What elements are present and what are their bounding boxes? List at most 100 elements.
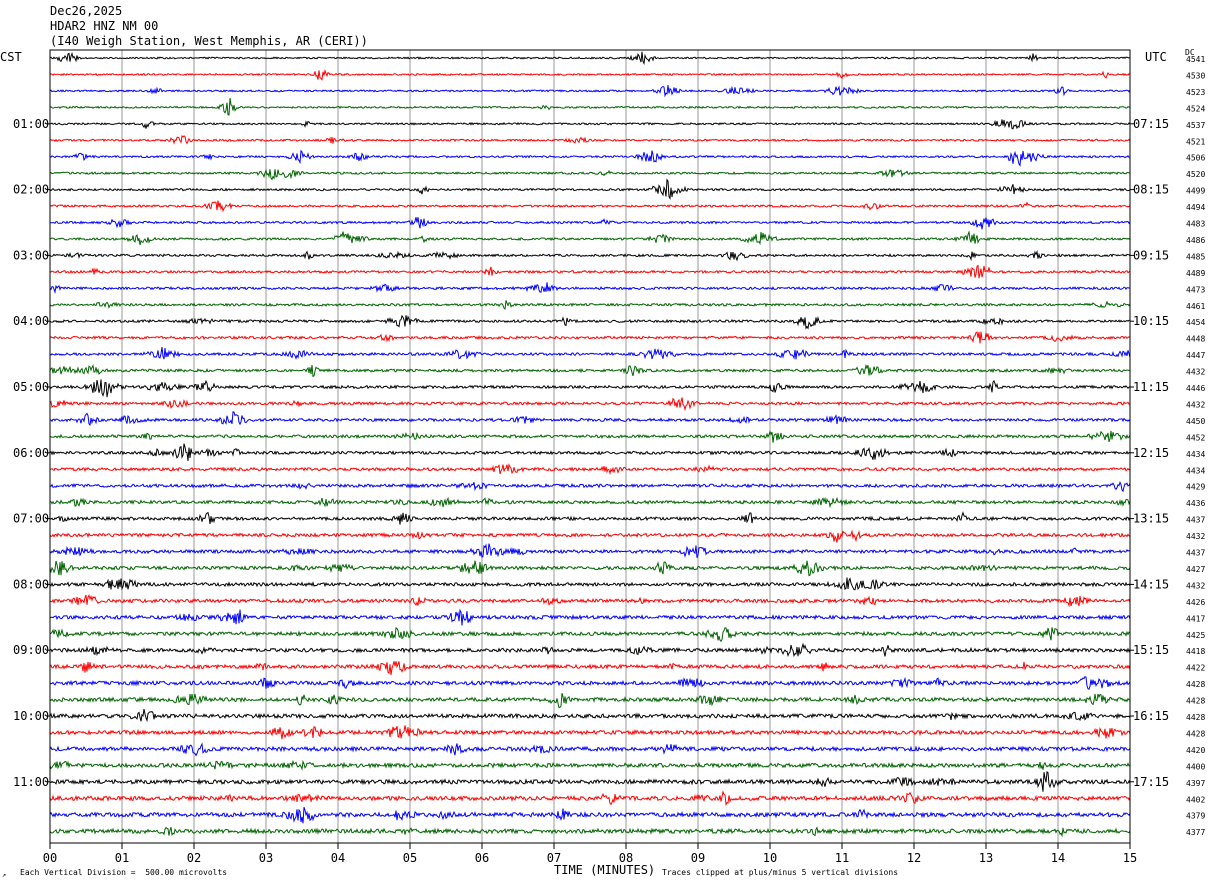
dc-offset-value: 4429 [1186, 483, 1205, 492]
seismic-trace [49, 627, 1131, 643]
seismic-trace [49, 826, 1131, 838]
clip-note: Traces clipped at plus/minus 5 vertical … [662, 868, 899, 877]
seismic-trace [49, 135, 1131, 145]
dc-offset-value: 4473 [1186, 285, 1205, 294]
x-tick-label: 06 [475, 851, 489, 865]
seismic-trace [49, 742, 1131, 757]
x-tick-label: 15 [1123, 851, 1137, 865]
dc-offset-value: 4521 [1186, 137, 1205, 146]
station-code: HDAR2 HNZ NM 00 [50, 19, 159, 33]
seismic-trace [49, 529, 1131, 543]
left-hour-label: 08:00 [13, 577, 49, 591]
dc-offset-value: 4428 [1186, 680, 1205, 689]
seismic-trace [49, 149, 1131, 167]
dc-offset-value: 4506 [1186, 154, 1205, 163]
right-hour-label: 15:15 [1133, 643, 1169, 657]
dc-offset-value: 4454 [1186, 318, 1205, 327]
x-tick-label: 04 [331, 851, 345, 865]
dc-offset-value: 4483 [1186, 220, 1205, 229]
x-tick-label: 11 [835, 851, 849, 865]
dc-offset-value: 4541 [1186, 55, 1205, 64]
seismic-trace [49, 642, 1131, 658]
dc-offset-value: 4432 [1186, 368, 1205, 377]
right-hour-label: 08:15 [1133, 183, 1169, 197]
right-hour-label: 17:15 [1133, 775, 1169, 789]
right-hour-label: 11:15 [1133, 380, 1169, 394]
right-hour-label: 12:15 [1133, 446, 1169, 460]
right-hour-label: 14:15 [1133, 577, 1169, 591]
seismic-trace [49, 608, 1131, 626]
dc-offset-value: 4436 [1186, 499, 1205, 508]
dc-offset-value: 4447 [1186, 351, 1205, 360]
plot-date: Dec26,2025 [50, 4, 123, 18]
x-tick-label: 05 [403, 851, 417, 865]
seismic-trace [49, 511, 1131, 525]
right-hour-label: 13:15 [1133, 512, 1169, 526]
dc-offset-value: 4422 [1186, 664, 1205, 673]
seismic-trace [49, 759, 1131, 771]
dc-offset-value: 4400 [1186, 762, 1205, 771]
dc-offset-value: 4427 [1186, 565, 1205, 574]
seismic-trace [49, 68, 1131, 81]
dc-offset-value: 4432 [1186, 581, 1205, 590]
left-hour-label: 06:00 [13, 446, 49, 460]
seismic-trace [49, 443, 1131, 461]
seismic-trace [49, 676, 1131, 690]
dc-offset-value: 4530 [1186, 71, 1205, 80]
left-hour-label: 10:00 [13, 709, 49, 723]
seismic-trace [49, 51, 1131, 66]
seismic-trace [49, 119, 1131, 130]
seismic-trace [49, 770, 1131, 792]
seismic-trace [49, 217, 1131, 230]
left-hour-label: 09:00 [13, 643, 49, 657]
plot-frame [49, 49, 1131, 844]
dc-offset-value: 4537 [1186, 121, 1205, 130]
scale-note: Each Vertical Division = 500.00 microvol… [20, 868, 228, 877]
dc-offset-value: 4520 [1186, 170, 1205, 179]
seismic-trace [49, 496, 1131, 509]
x-axis-title: TIME (MINUTES) [554, 863, 656, 877]
left-timezone-label: CST [0, 50, 22, 64]
seismic-trace [49, 430, 1131, 443]
left-hour-label: 01:00 [13, 117, 49, 131]
seismic-trace [49, 264, 1131, 279]
dc-offset-value: 4397 [1186, 779, 1205, 788]
seismic-trace [49, 481, 1131, 493]
seismic-trace [49, 693, 1131, 709]
dc-offset-value: 4448 [1186, 335, 1205, 344]
dc-offset-value: 4425 [1186, 631, 1205, 640]
dc-offset-value: 4402 [1186, 795, 1205, 804]
right-hour-label: 07:15 [1133, 117, 1169, 131]
plot-grid [46, 50, 1134, 849]
x-tick-label: 10 [763, 851, 777, 865]
seismic-trace [49, 230, 1131, 246]
dc-offset-value: 4379 [1186, 812, 1205, 821]
left-hour-label: 07:00 [13, 512, 49, 526]
seismic-trace [49, 577, 1131, 591]
dc-offset-value: 4428 [1186, 729, 1205, 738]
dc-offset-value: 4418 [1186, 647, 1205, 656]
x-tick-label: 14 [1051, 851, 1065, 865]
seismic-trace [49, 85, 1131, 98]
seismic-trace [49, 790, 1131, 807]
seismic-trace [49, 200, 1131, 213]
dc-offset-value: 4434 [1186, 466, 1205, 475]
dc-offset-value: 4485 [1186, 252, 1205, 261]
seismic-trace [49, 411, 1131, 426]
dc-offset-value: 4461 [1186, 302, 1205, 311]
dc-offset-value: 4489 [1186, 269, 1205, 278]
dc-offset-value: 4486 [1186, 236, 1205, 245]
seismic-trace [49, 543, 1131, 558]
dc-offset-value: 4437 [1186, 549, 1205, 558]
dc-offset-value: 4428 [1186, 697, 1205, 706]
right-hour-label: 16:15 [1133, 709, 1169, 723]
seismic-trace [49, 314, 1131, 330]
seismic-trace [49, 806, 1131, 824]
x-tick-label: 09 [691, 851, 705, 865]
dc-offset-value: 4437 [1186, 516, 1205, 525]
left-hour-label: 04:00 [13, 314, 49, 328]
dc-offset-value: 4420 [1186, 746, 1205, 755]
right-hour-label: 10:15 [1133, 314, 1169, 328]
dc-offset-value: 4499 [1186, 187, 1205, 196]
